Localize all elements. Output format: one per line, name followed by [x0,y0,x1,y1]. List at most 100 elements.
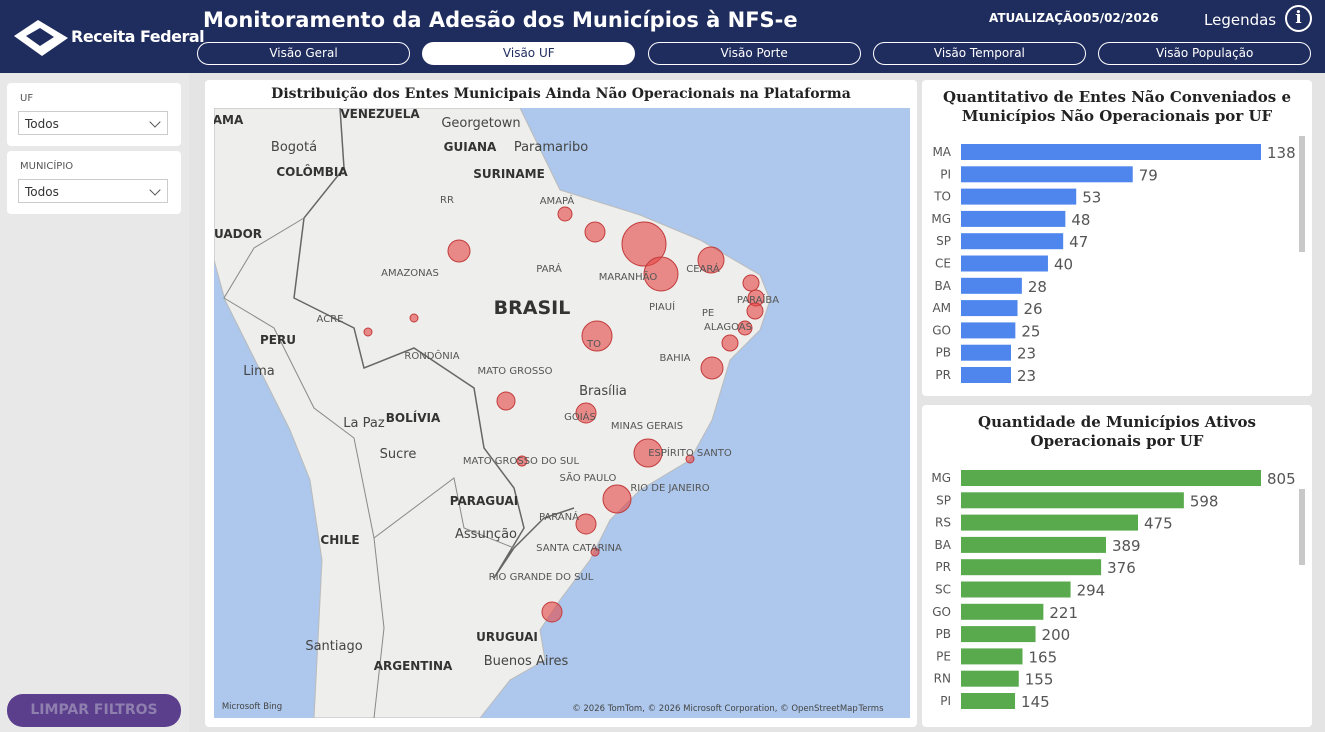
bubble [633,438,663,468]
map-label: UADOR [214,227,262,241]
filter-card: MUNICÍPIO Todos [7,151,181,214]
bar [961,322,1016,339]
map-label: MARANHÃO [599,270,658,283]
category-label: SC [935,583,951,597]
category-label: PR [935,560,951,574]
value-label: 47 [1069,233,1088,251]
border [293,108,575,579]
bar [961,581,1071,598]
map-label: SURINAME [473,167,545,181]
map-label: PARANÁ [539,510,579,523]
map-title: Distribuição dos Entes Municipais Ainda … [271,86,851,102]
filter-dropdown[interactable]: Todos [18,111,168,135]
legend-button[interactable]: Legendas [1204,11,1277,29]
filter-card: UF Todos [7,83,181,146]
map-label: PIAUÍ [649,300,675,313]
update-label: ATUALIZAÇÃO: [989,11,1088,25]
bar-chart: MG 805 SP 598 RS 475 BA 389 PR 376 SC 294 GO 221 PB 200… [931,470,1305,711]
filter-label: MUNICÍPIO [20,161,74,172]
clear-filters-button[interactable]: LIMPAR FILTROS [7,694,181,727]
bar [961,144,1261,160]
bubble [584,221,606,243]
border [373,477,515,549]
value-label: 598 [1190,492,1219,510]
bubble [590,547,600,557]
category-label: SP [936,493,951,507]
map-label: MINAS GERAIS [611,421,683,432]
value-label: 48 [1071,211,1090,229]
bubble [409,313,419,323]
map-label: Bogotá [271,140,317,155]
bar [961,603,1044,620]
category-label: MG [931,212,951,226]
map-label: AMAZONAS [381,268,439,279]
value-label: 165 [1028,648,1057,666]
map-label: CEARÁ [686,262,720,275]
bar [961,210,1066,227]
map-label: Assunção [455,527,517,542]
tab[interactable]: Visão Porte [647,42,861,65]
scrollbar [1299,136,1305,252]
bubble [363,327,373,337]
category-label: GO [932,323,951,337]
bar [961,492,1184,509]
category-label: PI [940,167,951,181]
tab[interactable]: Visão População [1098,42,1312,65]
info-icon[interactable]: i [1285,5,1312,32]
map-label: TO [586,339,601,350]
map-label: Brasília [579,384,627,399]
category-label: RN [934,672,951,686]
map-label: Microsoft Bing [222,702,282,712]
bar [961,188,1077,205]
filter-dropdown[interactable]: Todos [18,179,168,203]
scrollbar [1299,489,1305,565]
category-label: CE [935,257,951,271]
bubble [700,356,724,380]
map-label: PE [702,308,714,319]
bar [961,300,1018,317]
chart-title: Quantitativo de Entes Não Conveniados e … [943,88,1291,125]
category-label: GO [932,605,951,619]
bubble [496,391,516,411]
map-label: URUGUAI [476,630,538,644]
bar [961,648,1023,665]
category-label: PI [940,694,951,708]
update-date: 05/02/2026 [1083,11,1159,25]
map-label: MATO GROSSO DO SUL [463,456,580,467]
value-label: 53 [1082,189,1101,207]
map-label: ALAGOAS [704,322,752,333]
map-label: VENEZUELA [340,108,420,121]
tab[interactable]: Visão Geral [197,42,410,65]
bubble [602,484,632,514]
value-label: 376 [1107,559,1136,577]
map: AMA VENEZUELA Georgetown Paramaribo Bogotá GU… [214,108,910,718]
map-label: BRASIL [494,297,571,319]
category-label: BA [935,538,952,552]
bubble [746,302,764,320]
logo-text: Receita Federal [71,27,205,46]
bubble [643,256,679,292]
map-label: AMA [214,113,244,127]
map-label: RIO DE JANEIRO [630,483,709,494]
bubble [575,402,597,424]
map-label: RR [440,195,454,206]
map-label: BAHIA [659,353,690,364]
map-label: Buenos Aires [484,654,569,669]
bar [961,514,1139,531]
tab[interactable]: Visão UF [422,42,636,65]
chart-card: Quantitativo de Entes Não Conveniados e … [922,80,1312,396]
map-label: Paramaribo [514,140,588,155]
map-label: RONDÔNIA [404,349,459,362]
value-label: 294 [1077,582,1106,600]
value-label: 475 [1144,515,1173,533]
title: Monitoramento da Adesão dos Municípios à… [203,8,798,32]
bar [961,255,1048,272]
category-label: PB [936,627,951,641]
border [223,217,385,718]
value-label: 25 [1021,322,1040,340]
map-label: PERU [260,333,296,347]
map-label: La Paz [343,416,385,431]
bubble [737,320,753,336]
category-label: PB [936,346,951,360]
tab[interactable]: Visão Temporal [872,42,1086,65]
